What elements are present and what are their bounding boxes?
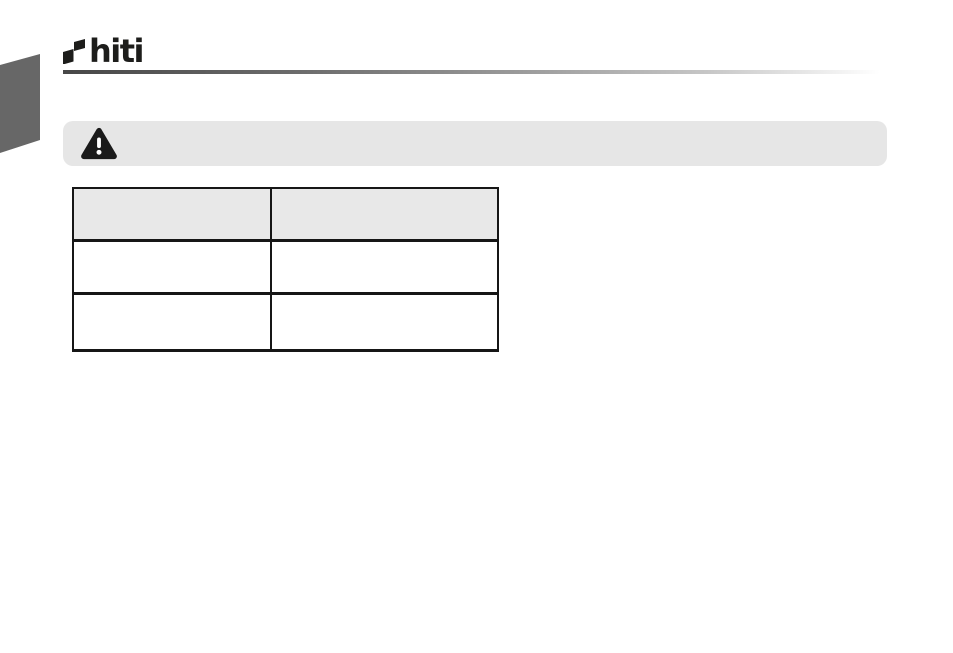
hiti-logo-mark-icon <box>63 39 85 64</box>
warning-banner <box>63 121 887 166</box>
brand-logo-text: hiti <box>89 32 145 70</box>
table-header-cell <box>270 188 498 242</box>
spec-table <box>72 187 499 352</box>
table-header-row <box>72 188 498 242</box>
table-row <box>72 293 498 352</box>
table-header-cell <box>72 188 271 242</box>
warning-triangle-icon <box>81 127 117 160</box>
table-cell <box>72 240 271 295</box>
table-cell <box>270 240 498 295</box>
table-cell <box>72 293 271 352</box>
brand-logo: hiti <box>63 32 145 70</box>
header-divider-rule <box>63 70 888 74</box>
side-tab-shape <box>0 54 40 153</box>
chapter-side-tab <box>0 54 40 153</box>
table-cell <box>270 293 498 352</box>
table-row <box>72 240 498 295</box>
